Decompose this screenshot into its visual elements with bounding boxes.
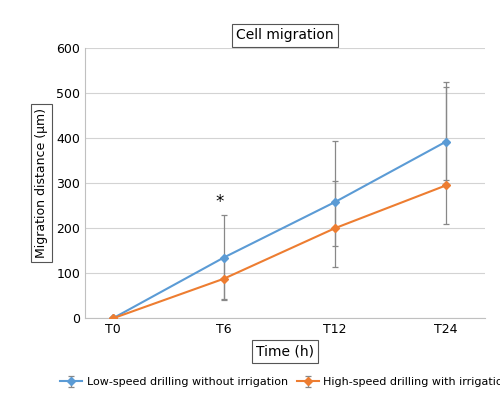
Legend: Low-speed drilling without irrigation, High-speed drilling with irrigation: Low-speed drilling without irrigation, H… — [56, 373, 500, 392]
Title: Cell migration: Cell migration — [236, 28, 334, 43]
X-axis label: Time (h): Time (h) — [256, 345, 314, 359]
Text: *: * — [216, 193, 224, 211]
Y-axis label: Migration distance (μm): Migration distance (μm) — [35, 108, 48, 258]
